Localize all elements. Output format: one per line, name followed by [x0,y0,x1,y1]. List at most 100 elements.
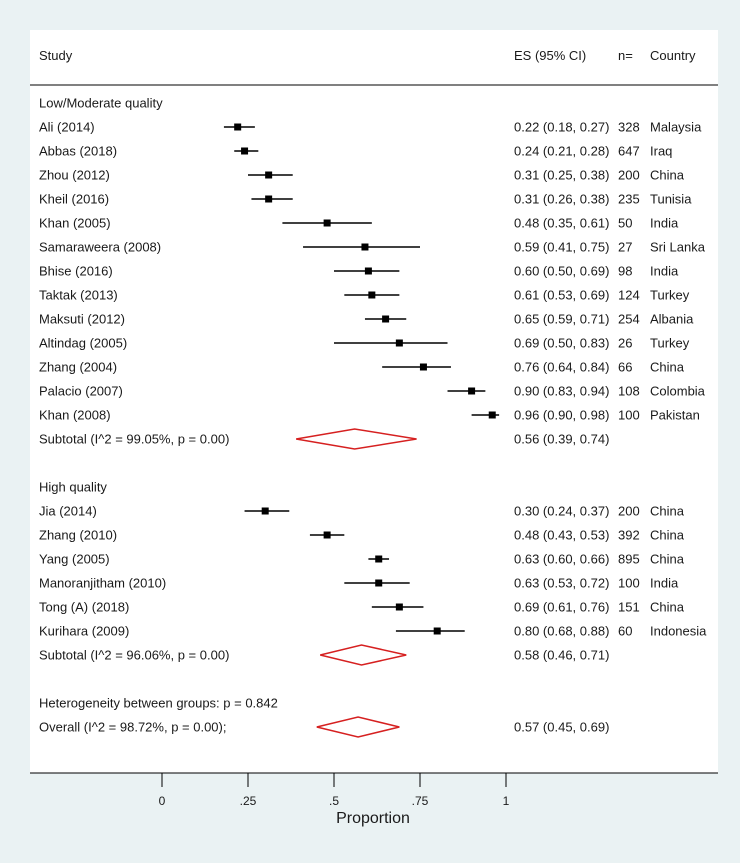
study-label: Khan (2005) [39,216,111,231]
n-value: 200 [618,504,640,519]
point-estimate [265,195,273,203]
header-n: n= [618,48,633,63]
country: China [650,528,685,543]
subtotal-row: Subtotal (I^2 = 96.06%, p = 0.00) 0.58 (0… [39,644,609,666]
es-value: 0.69 (0.50, 0.83) [514,336,609,351]
study-row: Ali (2014) 0.22 (0.18, 0.27) 328 Malaysia [39,120,702,135]
header-country: Country [650,48,696,63]
country: India [650,264,679,279]
x-tick-label: 0 [159,794,166,808]
es-value: 0.60 (0.50, 0.69) [514,264,609,279]
country: Turkey [650,336,690,351]
forest-rows: Low/Moderate quality Ali (2014) 0.22 (0.18… [39,96,707,738]
es-value: 0.65 (0.59, 0.71) [514,312,609,327]
group-label: Low/Moderate quality [39,96,163,111]
study-label: Altindag (2005) [39,336,127,351]
point-estimate [468,387,476,395]
study-label: Manoranjitham (2010) [39,576,166,591]
es-value: 0.31 (0.25, 0.38) [514,168,609,183]
point-estimate [323,219,331,227]
study-row: Zhang (2010) 0.48 (0.43, 0.53) 392 China [39,528,685,543]
study-row: Maksuti (2012) 0.65 (0.59, 0.71) 254 Albani… [39,312,694,327]
point-estimate [395,339,403,347]
point-estimate [368,291,376,299]
point-estimate [265,171,273,179]
n-value: 254 [618,312,640,327]
n-value: 60 [618,624,632,639]
study-label: Samaraweera (2008) [39,240,161,255]
country: China [650,600,685,615]
study-label: Tong (A) (2018) [39,600,129,615]
header-study: Study [39,48,73,63]
point-estimate [488,411,496,419]
es-value: 0.76 (0.64, 0.84) [514,360,609,375]
es-value: 0.30 (0.24, 0.37) [514,504,609,519]
country: Tunisia [650,192,692,207]
country: Iraq [650,144,672,159]
es-value: 0.80 (0.68, 0.88) [514,624,609,639]
es-value: 0.69 (0.61, 0.76) [514,600,609,615]
study-row: Kheil (2016) 0.31 (0.26, 0.38) 235 Tunisia [39,192,692,207]
note-row: Heterogeneity between groups: p = 0.842 [39,696,278,711]
note-label: Heterogeneity between groups: p = 0.842 [39,696,278,711]
overall-row: Overall (I^2 = 98.72%, p = 0.00); 0.57 (0… [39,716,609,738]
n-value: 235 [618,192,640,207]
point-estimate [323,531,331,539]
n-value: 100 [618,576,640,591]
country: Malaysia [650,120,702,135]
study-row: Bhise (2016) 0.60 (0.50, 0.69) 98 India [39,264,679,279]
country: Pakistan [650,408,700,423]
study-row: Samaraweera (2008) 0.59 (0.41, 0.75) 27 Sri… [39,240,706,255]
study-row: Altindag (2005) 0.69 (0.50, 0.83) 26 Turkey [39,336,690,351]
study-row: Manoranjitham (2010) 0.63 (0.53, 0.72) 100… [39,576,679,591]
study-label: Zhou (2012) [39,168,110,183]
n-value: 124 [618,288,640,303]
country: China [650,168,685,183]
point-estimate [241,147,249,155]
point-estimate [375,555,383,563]
study-label: Zhang (2010) [39,528,117,543]
point-estimate [419,363,427,371]
study-label: Kheil (2016) [39,192,109,207]
es-value: 0.57 (0.45, 0.69) [514,720,609,735]
study-row: Zhang (2004) 0.76 (0.64, 0.84) 66 China [39,360,685,375]
n-value: 328 [618,120,640,135]
es-value: 0.56 (0.39, 0.74) [514,432,609,447]
overall-label: Overall (I^2 = 98.72%, p = 0.00); [39,720,226,735]
n-value: 66 [618,360,632,375]
study-row: Kurihara (2009) 0.80 (0.68, 0.88) 60 Indone… [39,624,707,639]
es-value: 0.31 (0.26, 0.38) [514,192,609,207]
x-tick-label: .25 [240,794,257,808]
x-axis-label: Proportion [336,810,410,827]
n-value: 50 [618,216,632,231]
es-value: 0.48 (0.43, 0.53) [514,528,609,543]
study-label: Maksuti (2012) [39,312,125,327]
study-row: Tong (A) (2018) 0.69 (0.61, 0.76) 151 China [39,600,685,615]
subtotal-row: Subtotal (I^2 = 99.05%, p = 0.00) 0.56 (0… [39,428,609,450]
group-label: High quality [39,480,107,495]
study-label: Bhise (2016) [39,264,113,279]
study-row: Khan (2005) 0.48 (0.35, 0.61) 50 India [39,216,679,231]
study-row: Khan (2008) 0.96 (0.90, 0.98) 100 Pakistan [39,408,700,423]
n-value: 392 [618,528,640,543]
point-estimate [433,627,441,635]
n-value: 27 [618,240,632,255]
n-value: 647 [618,144,640,159]
n-value: 895 [618,552,640,567]
study-label: Zhang (2004) [39,360,117,375]
es-value: 0.22 (0.18, 0.27) [514,120,609,135]
subtotal-label: Subtotal (I^2 = 99.05%, p = 0.00) [39,432,229,447]
point-estimate [382,315,390,323]
study-label: Jia (2014) [39,504,97,519]
es-value: 0.90 (0.83, 0.94) [514,384,609,399]
study-label: Abbas (2018) [39,144,117,159]
es-value: 0.58 (0.46, 0.71) [514,648,609,663]
country: Colombia [650,384,706,399]
n-value: 108 [618,384,640,399]
subtotal-diamond [320,644,407,666]
es-value: 0.96 (0.90, 0.98) [514,408,609,423]
study-row: Zhou (2012) 0.31 (0.25, 0.38) 200 China [39,168,685,183]
group-row: High quality [39,480,107,495]
n-value: 200 [618,168,640,183]
